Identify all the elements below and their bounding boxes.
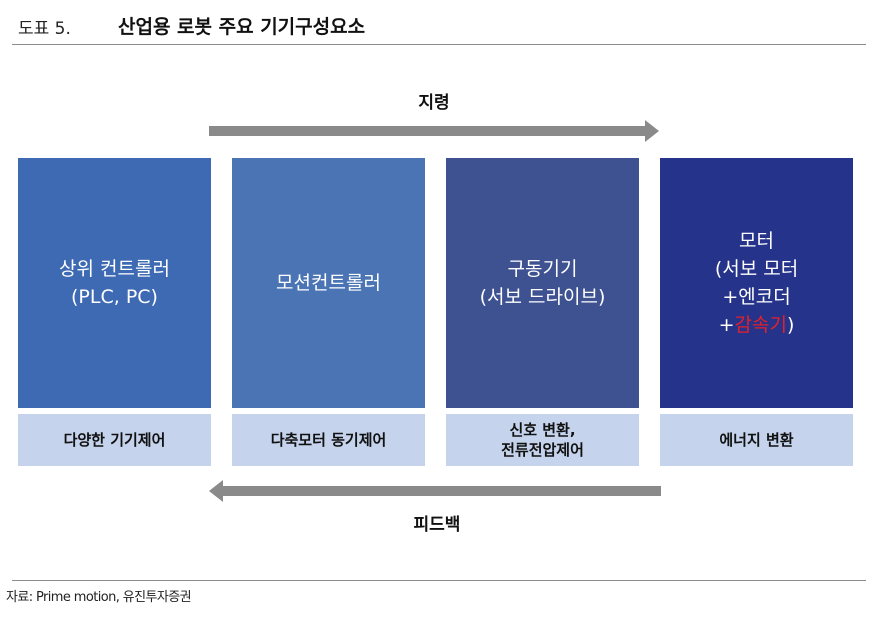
box-line: (서보 드라이브) [479,286,606,308]
reducer-prefix: + [718,314,735,336]
command-label: 지령 [418,93,450,113]
box-line: 모터 [739,230,774,252]
sub-box-drive: 신호 변환, 전류전압제어 [446,414,639,466]
box-line: 모션컨트롤러 [276,272,381,294]
feedback-arrow-head [209,480,223,502]
source-note: 자료: Prime motion, 유진투자증권 [6,590,192,605]
reducer-text: 감속기 [734,314,787,336]
command-arrow-shaft [209,126,645,136]
box-line: (서보 모터 [714,258,799,280]
box-line: 구동기기 [507,258,578,280]
top-rule [12,44,866,45]
sub-box-motor: 에너지 변환 [660,414,853,466]
sub-box-motion-controller: 다축모터 동기제어 [232,414,425,466]
sub-box-upper-controller: 다양한 기기제어 [18,414,211,466]
feedback-label: 피드백 [413,515,461,535]
box-motion-controller: 모션컨트롤러 [232,158,425,408]
figure-number: 도표 5. [18,19,71,39]
header: 도표 5. 산업용 로봇 주요 기기구성요소 [0,0,874,44]
command-arrow-head [645,120,659,142]
box-line: 상위 컨트롤러 [59,258,170,280]
sub-box-text: 다양한 기기제어 [63,431,166,449]
sub-box-text: 다축모터 동기제어 [270,431,387,449]
bottom-rule [12,580,866,581]
reducer-suffix: ) [786,314,795,336]
sub-box-text: 에너지 변환 [719,431,794,449]
box-line: +엔코더 [722,286,791,308]
sub-box-text: 전류전압제어 [501,441,584,459]
sub-box-text: 신호 변환, [509,421,576,439]
box-drive: 구동기기 (서보 드라이브) [446,158,639,408]
box-upper-controller: 상위 컨트롤러 (PLC, PC) [18,158,211,408]
figure-title: 산업용 로봇 주요 기기구성요소 [118,16,366,38]
feedback-arrow-shaft [223,486,661,496]
box-line: (PLC, PC) [71,286,158,308]
box-motor: 모터 (서보 모터 +엔코더 +감속기) [660,158,853,408]
box-line-reducer: +감속기) [715,311,798,339]
